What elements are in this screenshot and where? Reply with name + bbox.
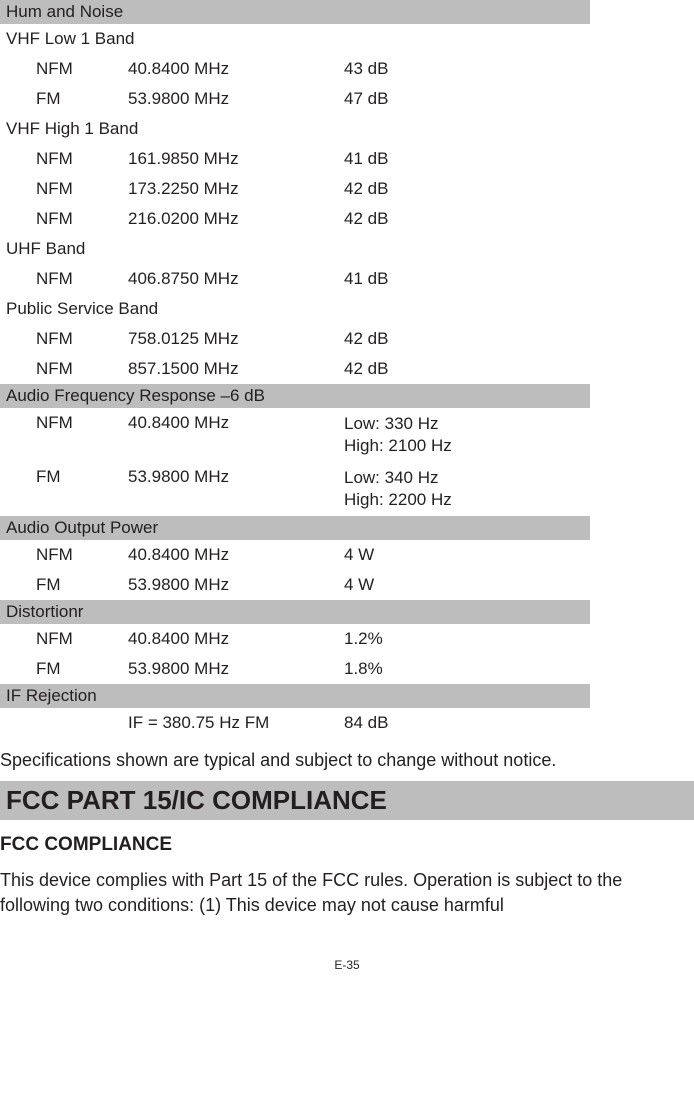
freq-cell: 40.8400 MHz xyxy=(128,59,344,79)
val-cell: 4 W xyxy=(344,545,590,565)
fcc-main-title: FCC PART 15/IC COMPLIANCE xyxy=(6,785,688,816)
mode-cell xyxy=(36,713,128,733)
fcc-title-bar: FCC PART 15/IC COMPLIANCE xyxy=(0,781,694,820)
freq-cell: 40.8400 MHz xyxy=(128,629,344,649)
val-cell: 47 dB xyxy=(344,89,590,109)
freq-cell: 173.2250 MHz xyxy=(128,179,344,199)
mode-cell: FM xyxy=(36,575,128,595)
freq-cell: IF = 380.75 Hz FM xyxy=(128,713,344,733)
val-cell: Low: 330 Hz High: 2100 Hz xyxy=(344,413,590,457)
mode-cell: NFM xyxy=(36,209,128,229)
val-cell: 84 dB xyxy=(344,713,590,733)
mode-cell: NFM xyxy=(36,413,128,457)
mode-cell: FM xyxy=(36,89,128,109)
table-row: IF = 380.75 Hz FM 84 dB xyxy=(0,708,590,738)
hum-noise-header: Hum and Noise xyxy=(0,0,590,24)
low-val: Low: 340 Hz xyxy=(344,467,590,489)
table-row: FM 53.9800 MHz 47 dB xyxy=(0,84,590,114)
ifr-header: IF Rejection xyxy=(0,684,590,708)
freq-cell: 857.1500 MHz xyxy=(128,359,344,379)
mode-cell: NFM xyxy=(36,59,128,79)
band-name: Public Service Band xyxy=(0,294,590,324)
val-cell: 1.2% xyxy=(344,629,590,649)
freq-cell: 758.0125 MHz xyxy=(128,329,344,349)
table-row: NFM 857.1500 MHz 42 dB xyxy=(0,354,590,384)
high-val: High: 2200 Hz xyxy=(344,489,590,511)
table-row: NFM 40.8400 MHz 43 dB xyxy=(0,54,590,84)
freq-cell: 406.8750 MHz xyxy=(128,269,344,289)
val-cell: 1.8% xyxy=(344,659,590,679)
freq-cell: 161.9850 MHz xyxy=(128,149,344,169)
mode-cell: NFM xyxy=(36,269,128,289)
table-row: NFM 758.0125 MHz 42 dB xyxy=(0,324,590,354)
val-cell: 42 dB xyxy=(344,359,590,379)
mode-cell: NFM xyxy=(36,179,128,199)
freq-cell: 40.8400 MHz xyxy=(128,545,344,565)
table-row: NFM 40.8400 MHz 1.2% xyxy=(0,624,590,654)
band-name: VHF High 1 Band xyxy=(0,114,590,144)
mode-cell: NFM xyxy=(36,149,128,169)
band-name: UHF Band xyxy=(0,234,590,264)
mode-cell: NFM xyxy=(36,629,128,649)
freq-cell: 216.0200 MHz xyxy=(128,209,344,229)
val-cell: 43 dB xyxy=(344,59,590,79)
mode-cell: NFM xyxy=(36,359,128,379)
table-row: NFM 40.8400 MHz Low: 330 Hz High: 2100 H… xyxy=(0,408,590,462)
table-row: NFM 406.8750 MHz 41 dB xyxy=(0,264,590,294)
freq-cell: 40.8400 MHz xyxy=(128,413,344,457)
val-cell: Low: 340 Hz High: 2200 Hz xyxy=(344,467,590,511)
spec-note: Specifications shown are typical and sub… xyxy=(0,748,694,772)
table-row: NFM 40.8400 MHz 4 W xyxy=(0,540,590,570)
freq-cell: 53.9800 MHz xyxy=(128,659,344,679)
val-cell: 4 W xyxy=(344,575,590,595)
mode-cell: NFM xyxy=(36,329,128,349)
band-name: VHF Low 1 Band xyxy=(0,24,590,54)
page-number: E-35 xyxy=(0,958,694,972)
mode-cell: FM xyxy=(36,659,128,679)
freq-cell: 53.9800 MHz xyxy=(128,467,344,511)
table-row: NFM 216.0200 MHz 42 dB xyxy=(0,204,590,234)
freq-cell: 53.9800 MHz xyxy=(128,575,344,595)
mode-cell: FM xyxy=(36,467,128,511)
table-row: FM 53.9800 MHz 4 W xyxy=(0,570,590,600)
table-row: FM 53.9800 MHz Low: 340 Hz High: 2200 Hz xyxy=(0,462,590,516)
fcc-text: This device complies with Part 15 of the… xyxy=(0,868,694,918)
afr-header: Audio Frequency Response –6 dB xyxy=(0,384,590,408)
val-cell: 41 dB xyxy=(344,149,590,169)
low-val: Low: 330 Hz xyxy=(344,413,590,435)
aop-header: Audio Output Power xyxy=(0,516,590,540)
table-row: FM 53.9800 MHz 1.8% xyxy=(0,654,590,684)
val-cell: 42 dB xyxy=(344,179,590,199)
dist-header: Distortionr xyxy=(0,600,590,624)
table-row: NFM 173.2250 MHz 42 dB xyxy=(0,174,590,204)
val-cell: 42 dB xyxy=(344,329,590,349)
mode-cell: NFM xyxy=(36,545,128,565)
fcc-sub-title: FCC COMPLIANCE xyxy=(0,834,694,856)
table-row: NFM 161.9850 MHz 41 dB xyxy=(0,144,590,174)
val-cell: 42 dB xyxy=(344,209,590,229)
spec-table: Hum and Noise VHF Low 1 Band NFM 40.8400… xyxy=(0,0,590,738)
high-val: High: 2100 Hz xyxy=(344,435,590,457)
val-cell: 41 dB xyxy=(344,269,590,289)
freq-cell: 53.9800 MHz xyxy=(128,89,344,109)
